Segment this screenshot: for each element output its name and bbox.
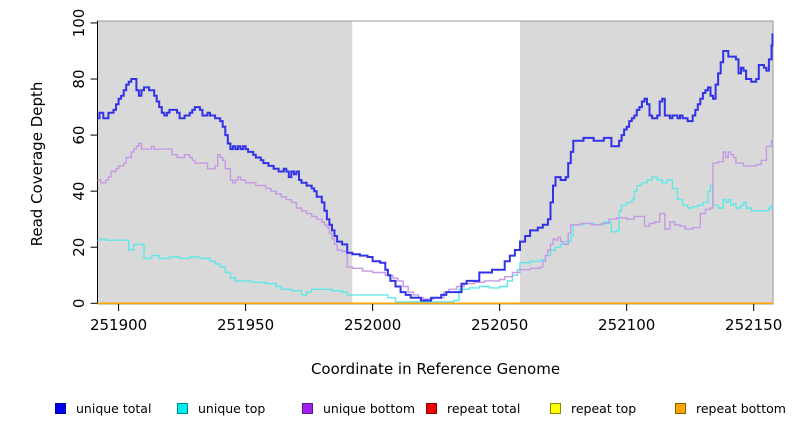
- unique-bottom-swatch-icon: [302, 402, 313, 414]
- unique-total-swatch-icon: [55, 402, 66, 414]
- legend-label: repeat bottom: [696, 400, 786, 416]
- repeat-total-swatch-icon: [426, 402, 437, 414]
- legend-label: unique top: [198, 400, 266, 416]
- x-tick-label: 252100: [598, 316, 655, 334]
- y-tick-label: 20: [70, 238, 88, 257]
- legend-item-unique-bottom: unique bottom: [302, 399, 415, 417]
- legend-label: repeat top: [571, 400, 637, 416]
- y-tick-label: 80: [70, 69, 88, 88]
- y-axis-title: Read Coverage Depth: [28, 81, 46, 247]
- x-tick-label: 252000: [344, 316, 401, 334]
- unique-top-swatch-icon: [177, 402, 188, 414]
- legend-item-repeat-total: repeat total: [426, 399, 520, 417]
- series-group: [97, 33, 774, 305]
- x-tick-label: 251900: [90, 316, 147, 334]
- x-tick-label: 252050: [471, 316, 528, 334]
- highlight-band: [352, 21, 520, 304]
- y-tick-label: 40: [70, 182, 88, 201]
- repeat-top-swatch-icon: [550, 402, 561, 414]
- x-tick-label: 251950: [217, 316, 274, 334]
- repeat-bottom-swatch-icon: [675, 402, 686, 414]
- series-unique-total: [97, 33, 774, 302]
- series-unique-bottom: [97, 140, 773, 300]
- y-tick-label: 60: [70, 126, 88, 145]
- legend-label: unique bottom: [323, 400, 416, 416]
- legend-item-unique-total: unique total: [55, 399, 151, 417]
- x-axis-title: Coordinate in Reference Genome: [310, 360, 561, 378]
- legend-item-repeat-top: repeat top: [550, 399, 636, 417]
- legend-label: repeat total: [447, 400, 521, 416]
- legend-item-unique-top: unique top: [177, 399, 265, 417]
- legend-label: unique total: [76, 400, 152, 416]
- y-tick-label: 0: [70, 299, 88, 309]
- x-tick-label: 252150: [725, 316, 782, 334]
- y-tick-label: 100: [70, 9, 88, 38]
- legend: unique total unique top unique bottom re…: [0, 399, 792, 417]
- series-unique-top: [97, 176, 773, 303]
- legend-item-repeat-bottom: repeat bottom: [675, 399, 786, 417]
